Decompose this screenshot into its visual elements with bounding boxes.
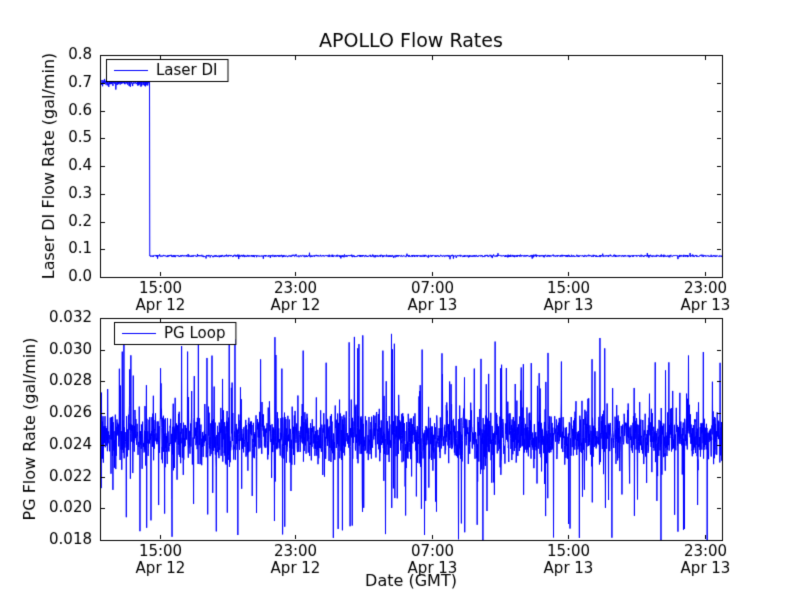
apollo-flow-rates-figure [0,0,800,600]
flow-rates-chart-canvas [0,0,800,600]
